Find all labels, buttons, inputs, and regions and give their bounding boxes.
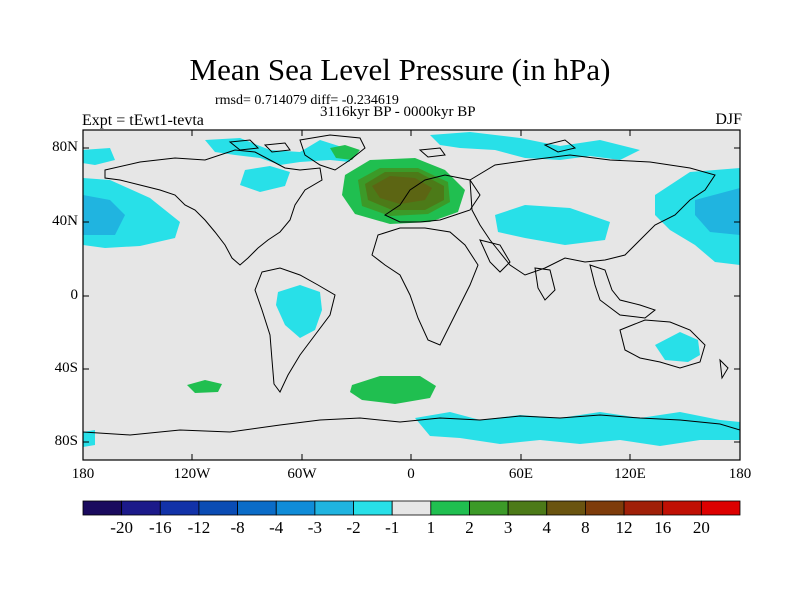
coast-asia xyxy=(469,154,716,276)
colorbar-tick-label: 1 xyxy=(426,518,436,537)
coast-new-zealand xyxy=(719,358,729,380)
coastlines xyxy=(83,134,740,436)
anomaly-australia-negative xyxy=(655,332,700,362)
colorbar-swatch xyxy=(585,500,625,516)
colorbar-swatch xyxy=(121,500,161,516)
coast-north-america xyxy=(104,149,323,266)
lat-label-80n: 80N xyxy=(52,139,78,155)
colorbar-swatch xyxy=(82,500,123,516)
colorbar-swatch xyxy=(469,500,509,516)
anomaly-south-america-negative xyxy=(276,285,322,338)
lat-label-40n: 40N xyxy=(52,213,78,229)
colorbar-tick-label: 2 xyxy=(465,518,474,537)
colorbar-swatch xyxy=(391,500,432,516)
anomaly-south-pacific-positive xyxy=(187,380,222,393)
colorbar-swatch xyxy=(700,500,741,516)
lon-label-120w: 120W xyxy=(173,466,211,482)
coast-europe xyxy=(383,174,481,223)
colorbar-swatch xyxy=(159,500,200,516)
colorbar-tick-label: -2 xyxy=(346,518,361,537)
coast-africa xyxy=(371,227,479,346)
lon-label-0: 0 xyxy=(407,466,415,482)
colorbar-tick-label: -12 xyxy=(187,518,211,537)
anomaly-europe-positive-4 xyxy=(372,176,432,204)
colorbar-swatch xyxy=(275,500,316,516)
colorbar-tick-label: -16 xyxy=(148,518,172,537)
coast-south-america xyxy=(254,267,336,393)
colorbar-tick-label: 8 xyxy=(581,518,590,537)
anomaly-nw-america-negative xyxy=(240,166,290,192)
season-label: DJF xyxy=(715,111,742,128)
colorbar-tick-label: -3 xyxy=(307,518,322,537)
colorbar-tick-label: -4 xyxy=(269,518,284,537)
coast-arabia-india xyxy=(479,239,556,301)
lon-label-180e: 180 xyxy=(728,466,752,482)
axis-ticks xyxy=(83,130,740,460)
colorbar-swatch xyxy=(430,500,470,516)
coast-southeast-asia xyxy=(589,264,657,319)
lat-label-40s: 40S xyxy=(54,360,78,376)
colorbar-swatch xyxy=(623,500,664,516)
map-title: Mean Sea Level Pressure (in hPa) xyxy=(189,52,611,87)
colorbar-tick-label: -8 xyxy=(230,518,245,537)
experiment-label: Expt = tEwt1-tevta xyxy=(82,112,204,129)
anomaly-antarctic-west-negative xyxy=(83,430,95,447)
coast-antarctica xyxy=(83,414,740,436)
colorbar-swatch xyxy=(198,500,238,516)
colorbar-tick-label: 20 xyxy=(692,518,710,537)
anomaly-arctic-east-negative xyxy=(430,132,640,160)
pressure-field xyxy=(83,130,740,460)
anomaly-arctic-positive xyxy=(330,145,360,160)
colorbar-tick-label: 12 xyxy=(615,518,633,537)
colorbar xyxy=(82,500,741,516)
coast-arctic-islands xyxy=(228,139,577,158)
colorbar-swatch xyxy=(546,500,586,516)
anomaly-pacific-east-core xyxy=(695,188,740,235)
lat-label-80s: 80S xyxy=(54,433,78,449)
lon-label-180w: 180 xyxy=(71,466,95,482)
time-period: 3116kyr BP - 0000kyr BP xyxy=(320,104,476,120)
lon-label-60w: 60W xyxy=(287,466,317,482)
colorbar-swatch xyxy=(314,500,354,516)
colorbar-tick-label: -20 xyxy=(110,518,133,537)
colorbar-tick-label: 3 xyxy=(503,518,513,537)
colorbar-tick-label: 4 xyxy=(542,518,552,537)
coast-greenland xyxy=(299,134,366,171)
rmsd-diff-stats: rmsd= 0.714079 diff= -0.234619 xyxy=(215,93,399,108)
anomaly-pacific-west-core xyxy=(83,195,125,235)
anomaly-greenland-negative xyxy=(83,148,115,165)
colorbar-swatch xyxy=(237,500,277,516)
colorbar-tick-label: 16 xyxy=(654,518,672,537)
colorbar-swatch xyxy=(353,500,393,516)
colorbar-swatch xyxy=(662,500,702,516)
colorbar-tick-label: -1 xyxy=(385,518,400,537)
lon-label-120e: 120E xyxy=(614,466,646,482)
anomaly-southern-ocean-positive xyxy=(350,376,436,404)
anomaly-antarctic-negative xyxy=(415,412,740,446)
anomaly-asia-negative xyxy=(495,205,610,245)
lat-label-0: 0 xyxy=(70,287,79,303)
coast-australia xyxy=(619,319,706,369)
colorbar-swatch xyxy=(507,500,548,516)
lon-label-60e: 60E xyxy=(508,466,534,482)
